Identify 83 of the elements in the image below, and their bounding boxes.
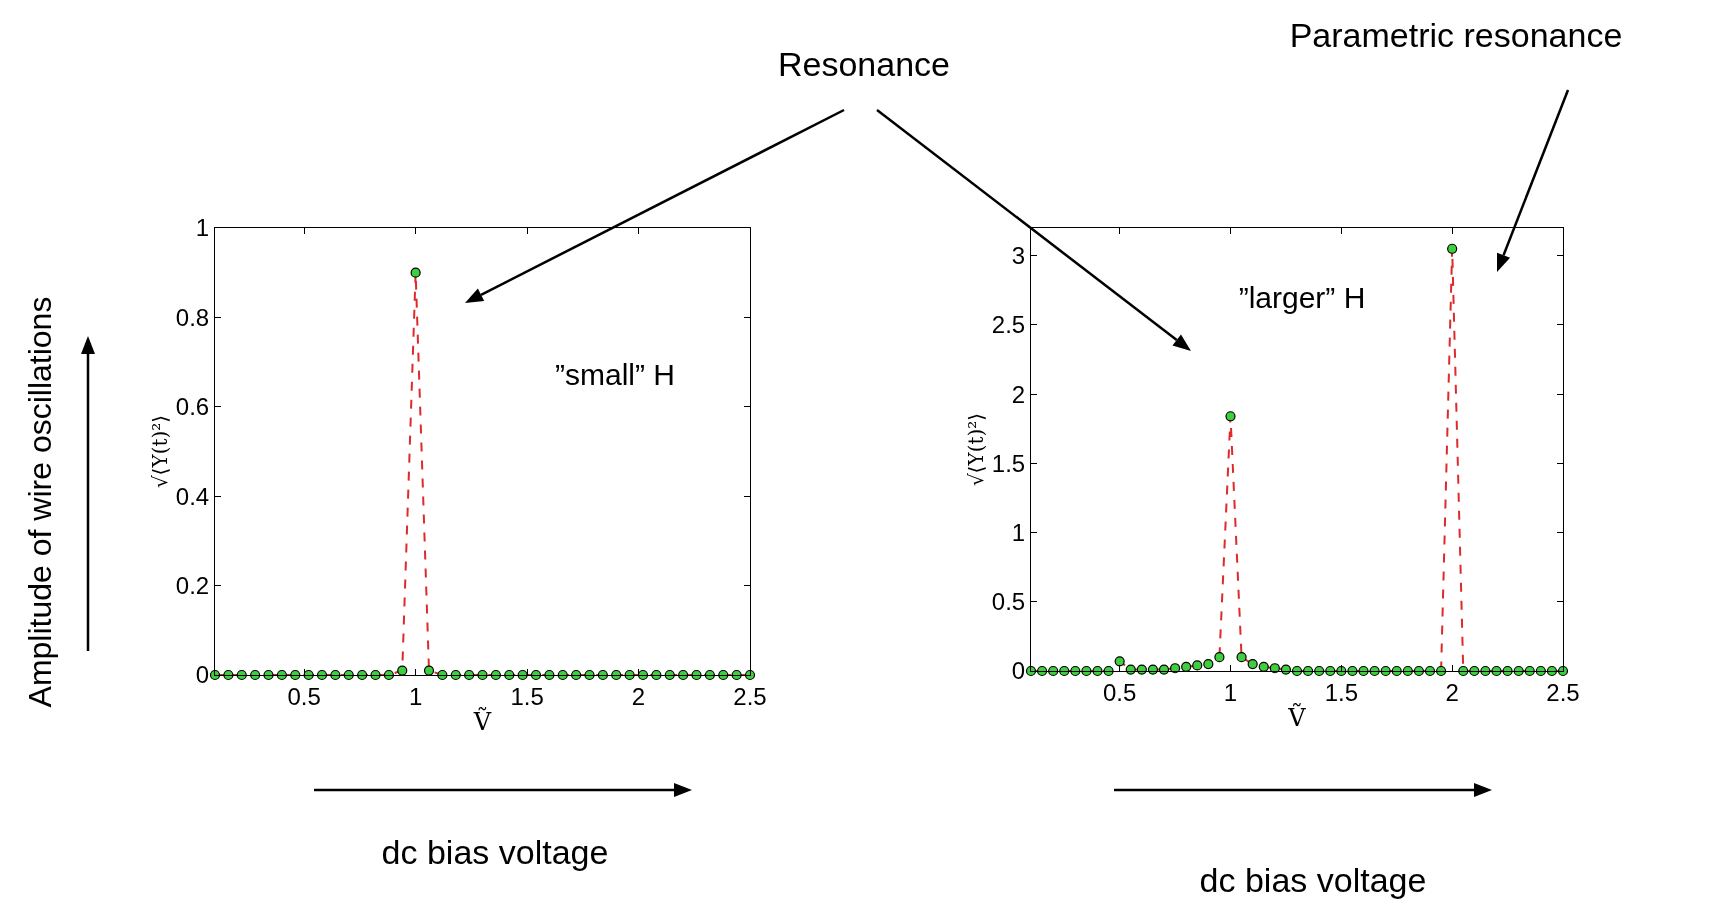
x-tick-label: 1 <box>1223 678 1238 706</box>
text: dc bias voltage <box>1199 861 1427 899</box>
point <box>290 669 301 681</box>
point <box>1258 661 1269 672</box>
point <box>611 669 622 681</box>
point <box>383 669 394 681</box>
point <box>423 665 435 676</box>
x-tick-label: 0.5 <box>287 682 321 710</box>
point <box>1169 663 1181 674</box>
point <box>664 669 675 681</box>
point <box>1192 660 1203 671</box>
point <box>1535 665 1546 677</box>
point <box>1236 652 1247 663</box>
point <box>1458 665 1469 677</box>
point <box>357 669 368 681</box>
point <box>1269 663 1280 674</box>
point <box>557 669 568 681</box>
x-tick-label: 1 <box>408 682 423 710</box>
point <box>397 665 408 676</box>
y-tick-label: 3 <box>1011 242 1026 270</box>
point <box>1413 665 1425 677</box>
point <box>571 669 582 681</box>
point <box>1048 665 1059 677</box>
y-tick-label: 2 <box>1011 380 1026 408</box>
y-tick-label: 0.4 <box>175 482 210 510</box>
x-axis-title: Ṽ <box>472 706 492 737</box>
y-tick-label: 1 <box>1011 518 1026 546</box>
point <box>1203 658 1214 670</box>
point <box>1114 656 1125 667</box>
point <box>276 669 287 681</box>
point <box>597 669 608 681</box>
x-tick-label: 2 <box>631 682 646 710</box>
point <box>250 669 261 681</box>
point <box>1247 658 1258 670</box>
y-tick-label: 2.5 <box>991 311 1026 339</box>
point <box>678 669 689 681</box>
point <box>450 669 461 681</box>
point <box>1402 665 1413 677</box>
x-tick-label: 2.5 <box>1546 678 1580 706</box>
point <box>1181 661 1192 672</box>
point <box>1546 665 1558 677</box>
point <box>704 669 715 681</box>
text: Amplitude of wire oscillations <box>22 296 58 708</box>
x-axis-title: Ṽ <box>1287 702 1307 733</box>
point <box>1325 665 1336 677</box>
text: dc bias voltage <box>381 833 609 871</box>
point <box>1391 665 1402 677</box>
point <box>1469 665 1480 677</box>
point <box>1513 665 1524 677</box>
point <box>504 669 515 681</box>
point <box>490 669 501 681</box>
x-tick-label: 2.5 <box>733 682 767 710</box>
y-tick-label: 0 <box>1011 657 1026 685</box>
point <box>1070 665 1081 677</box>
point <box>410 267 421 278</box>
point <box>1524 665 1535 677</box>
y-tick-label: 0 <box>195 661 210 689</box>
x-tick-label: 1.5 <box>510 682 544 710</box>
annotation: ”small” H <box>555 358 675 391</box>
y-tick-label: 1 <box>195 214 210 242</box>
y-axis-title: √⟨Y(t)²⟩ <box>148 414 173 489</box>
x-tick-label: 2 <box>1445 678 1459 706</box>
point <box>343 669 354 681</box>
point <box>718 669 729 681</box>
point <box>1225 411 1236 422</box>
y-tick-label: 0.6 <box>175 393 210 421</box>
point <box>464 669 475 681</box>
point <box>1059 665 1070 677</box>
y-axis-title: √⟨Y(t)²⟩ <box>964 412 989 487</box>
text: Parametric resonance <box>1289 16 1623 54</box>
y-tick-label: 1.5 <box>991 449 1026 477</box>
annotation: ”larger” H <box>1238 281 1366 314</box>
point <box>1314 665 1325 677</box>
point <box>1380 665 1391 677</box>
x-tick-label: 0.5 <box>1102 678 1137 706</box>
point <box>1447 243 1458 254</box>
y-tick-label: 0.2 <box>175 572 210 599</box>
y-tick-label: 0.8 <box>175 303 210 331</box>
x-tick-label: 1.5 <box>1324 678 1359 706</box>
point <box>236 669 247 681</box>
text: Resonance <box>777 45 951 83</box>
y-tick-label: 0.5 <box>991 588 1026 616</box>
point <box>1214 652 1225 663</box>
